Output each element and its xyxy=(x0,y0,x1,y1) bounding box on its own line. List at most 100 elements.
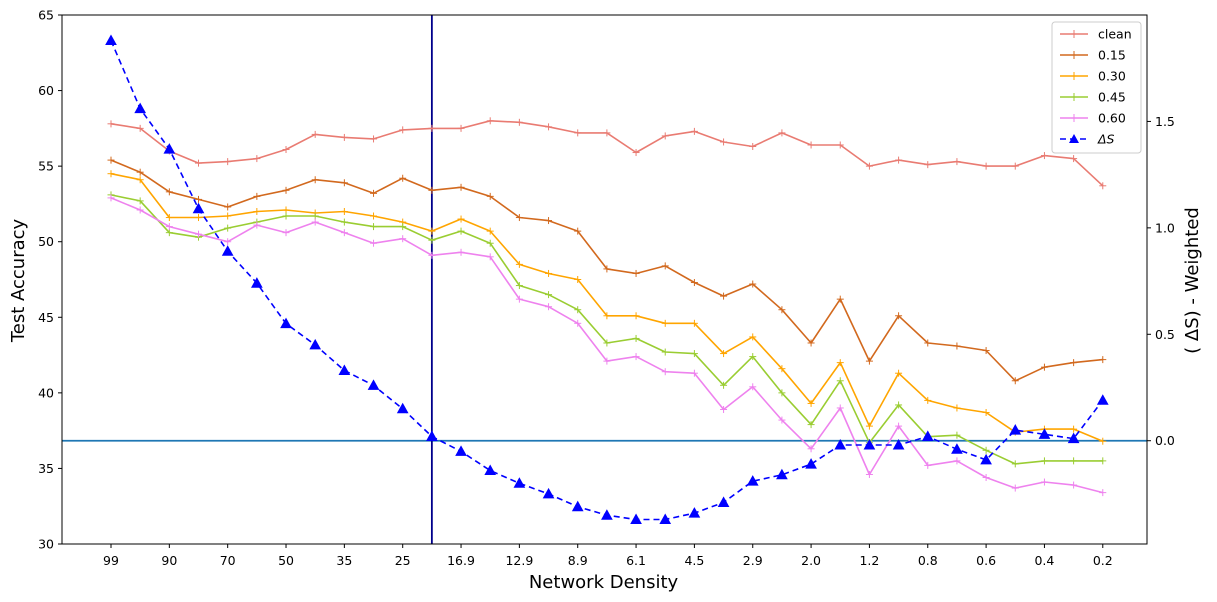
data-point-0-34 xyxy=(1099,182,1107,190)
data-point-3-20 xyxy=(690,350,698,358)
data-point-0-15 xyxy=(545,123,553,131)
data-point-2-6 xyxy=(282,206,290,214)
data-point-4-13 xyxy=(486,253,494,261)
data-point-5-7 xyxy=(309,338,322,350)
data-point-1-31 xyxy=(1011,377,1019,385)
data-point-3-2 xyxy=(165,229,173,237)
data-point-3-30 xyxy=(982,446,990,454)
data-point-2-19 xyxy=(661,319,669,327)
data-point-3-1 xyxy=(136,197,144,205)
data-point-1-20 xyxy=(690,279,698,287)
data-point-5-31 xyxy=(1009,424,1022,435)
data-point-5-5 xyxy=(251,277,263,288)
data-point-4-14 xyxy=(515,295,523,303)
data-point-1-23 xyxy=(778,306,786,314)
data-point-2-18 xyxy=(632,312,640,320)
data-point-4-9 xyxy=(370,239,378,247)
y-tick-label: 35 xyxy=(38,461,54,476)
data-point-1-9 xyxy=(370,189,378,197)
data-point-1-16 xyxy=(574,227,582,235)
data-point-2-23 xyxy=(778,365,786,373)
data-point-1-8 xyxy=(340,179,348,187)
x-axis-label: Network Density xyxy=(529,572,679,593)
data-point-2-25 xyxy=(836,359,844,367)
data-point-4-33 xyxy=(1070,481,1078,489)
y2-axis-label: ( ΔS) - Weighted xyxy=(1182,207,1203,354)
data-point-3-21 xyxy=(720,381,728,389)
data-point-0-7 xyxy=(311,130,319,138)
data-point-5-23 xyxy=(776,468,788,480)
data-point-5-19 xyxy=(659,513,672,524)
data-point-1-7 xyxy=(311,176,319,184)
data-point-4-24 xyxy=(807,445,815,453)
data-point-4-31 xyxy=(1011,484,1019,492)
data-point-3-14 xyxy=(515,282,523,290)
data-point-5-0 xyxy=(105,34,117,46)
data-point-5-29 xyxy=(951,443,963,454)
data-point-2-24 xyxy=(807,399,815,407)
data-point-2-16 xyxy=(574,276,582,283)
data-point-0-5 xyxy=(253,155,261,163)
y-tick-label: 40 xyxy=(38,385,54,400)
data-point-0-19 xyxy=(661,132,669,140)
x-tick-label: 2.9 xyxy=(743,553,763,568)
y-axis-label: Test Accuracy xyxy=(8,218,29,343)
data-point-5-26 xyxy=(863,438,876,450)
x-tick-label: 0.6 xyxy=(976,553,996,568)
legend-item: 0.45 xyxy=(1060,90,1126,105)
data-point-5-20 xyxy=(688,507,701,518)
data-point-1-34 xyxy=(1099,356,1107,364)
data-point-5-24 xyxy=(805,458,817,469)
data-point-2-4 xyxy=(224,212,232,220)
data-point-2-3 xyxy=(195,214,203,222)
data-point-2-2 xyxy=(165,214,173,222)
data-point-5-8 xyxy=(338,364,351,375)
legend-label: 0.60 xyxy=(1098,111,1126,126)
data-point-5-30 xyxy=(980,453,992,465)
data-point-5-11 xyxy=(426,430,438,441)
data-point-2-13 xyxy=(486,227,494,235)
data-point-2-0 xyxy=(107,170,115,178)
x-tick-label: 0.2 xyxy=(1093,553,1113,568)
data-point-5-10 xyxy=(396,402,409,414)
data-point-3-15 xyxy=(545,291,553,299)
data-point-5-17 xyxy=(601,509,613,520)
x-tick-label: 12.9 xyxy=(505,553,533,568)
data-point-1-19 xyxy=(661,262,669,270)
data-point-4-3 xyxy=(195,230,203,238)
data-point-1-32 xyxy=(1040,363,1048,371)
data-point-4-15 xyxy=(545,303,553,311)
data-point-5-28 xyxy=(921,430,934,441)
data-point-2-33 xyxy=(1070,425,1078,433)
y-tick-label: 65 xyxy=(38,8,54,23)
legend-label: 0.15 xyxy=(1098,48,1126,63)
series-line-3 xyxy=(110,194,1103,465)
y-tick-label: 45 xyxy=(38,310,54,325)
data-point-5-16 xyxy=(571,500,584,512)
legend-item: clean xyxy=(1060,27,1132,42)
data-point-4-18 xyxy=(632,353,640,361)
data-point-4-11 xyxy=(428,251,436,259)
data-point-0-30 xyxy=(982,162,990,170)
data-point-1-1 xyxy=(136,168,144,176)
data-point-3-27 xyxy=(895,401,903,409)
data-point-0-25 xyxy=(836,141,844,149)
data-point-2-27 xyxy=(895,369,903,377)
x-tick-label: 1.2 xyxy=(859,553,879,568)
data-point-3-31 xyxy=(1011,460,1019,468)
data-point-3-8 xyxy=(340,218,348,226)
data-point-5-33 xyxy=(1067,432,1080,444)
data-point-0-27 xyxy=(895,156,903,164)
data-point-0-22 xyxy=(749,142,757,150)
series-line-2 xyxy=(110,172,1104,442)
data-point-4-28 xyxy=(924,461,932,469)
y-tick-label: 50 xyxy=(38,234,54,249)
legend: clean 0.15 0.30 0.45 0.60 ΔS xyxy=(1051,21,1142,154)
plot-frame xyxy=(61,14,1148,545)
data-point-2-9 xyxy=(370,212,378,220)
data-point-5-9 xyxy=(367,379,380,390)
data-point-0-20 xyxy=(690,127,698,135)
data-point-5-12 xyxy=(455,445,467,456)
data-point-4-2 xyxy=(165,223,173,231)
